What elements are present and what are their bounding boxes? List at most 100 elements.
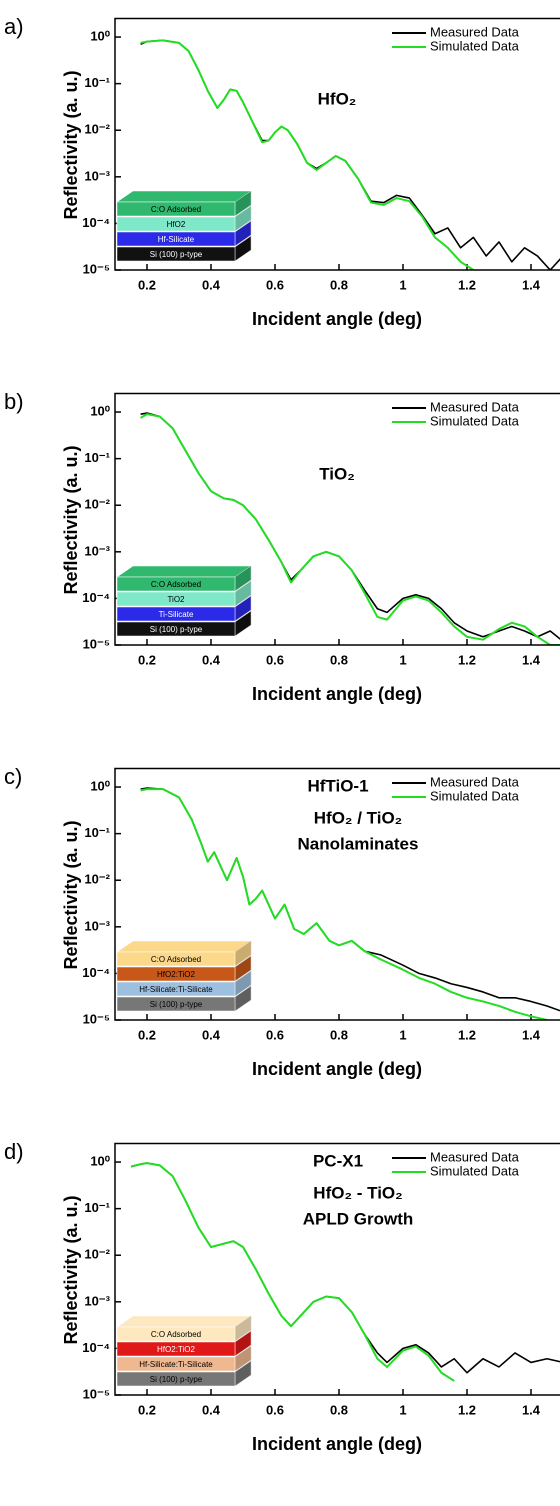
x-tick-label: 0.6 bbox=[266, 277, 284, 292]
panel-label: a) bbox=[4, 14, 24, 39]
layer-front bbox=[116, 951, 236, 967]
x-tick-label: 0.6 bbox=[266, 652, 284, 667]
annotation: TiO₂ bbox=[319, 464, 355, 483]
layer-label: HfO2 bbox=[167, 220, 186, 229]
panel-label: b) bbox=[4, 389, 24, 414]
legend-label: Simulated Data bbox=[430, 413, 520, 428]
y-tick-label: 10⁻¹ bbox=[84, 1200, 110, 1215]
panel-label: c) bbox=[4, 764, 22, 789]
y-tick-label: 10⁻⁵ bbox=[83, 1011, 110, 1026]
legend-label: Simulated Data bbox=[430, 38, 520, 53]
y-tick-label: 10⁻⁵ bbox=[83, 636, 110, 651]
x-tick-label: 1.2 bbox=[458, 1402, 476, 1417]
x-tick-label: 0.8 bbox=[330, 277, 348, 292]
layer-label: Hf-Silicate:Ti-Silicate bbox=[139, 985, 213, 994]
legend-label: Simulated Data bbox=[430, 1163, 520, 1178]
y-tick-label: 10⁰ bbox=[90, 28, 110, 43]
series-line bbox=[130, 1162, 455, 1382]
y-tick-label: 10⁻¹ bbox=[84, 825, 110, 840]
annotation: APLD Growth bbox=[303, 1209, 414, 1228]
annotation: HfTiO-1 bbox=[307, 776, 368, 795]
y-tick-label: 10⁻⁴ bbox=[82, 1340, 110, 1355]
annotation: PC-X1 bbox=[313, 1151, 363, 1170]
plot-area bbox=[140, 787, 560, 1020]
y-tick-label: 10⁻³ bbox=[84, 543, 110, 558]
layer-label: TiO2 bbox=[167, 595, 185, 604]
layer-front bbox=[116, 1371, 236, 1387]
layer-front bbox=[116, 621, 236, 637]
series-line bbox=[140, 413, 560, 645]
layer-label: C:O Adsorbed bbox=[151, 955, 201, 964]
x-tick-label: 0.4 bbox=[202, 652, 221, 667]
x-axis-title: Incident angle (deg) bbox=[252, 1434, 422, 1454]
panel: 10⁰ 10⁻¹ 10⁻² 10⁻³ 10⁻⁴ 10⁻⁵ 0.2 0.4 0.6 0.8 1 1.2 1… bbox=[4, 389, 560, 704]
y-tick-label: 10⁻⁵ bbox=[83, 261, 110, 276]
x-tick-label: 0.2 bbox=[138, 652, 156, 667]
legend-label: Measured Data bbox=[430, 24, 520, 39]
x-tick-label: 1.2 bbox=[458, 1027, 476, 1042]
annotation: HfO₂ / TiO₂ bbox=[314, 808, 402, 827]
plot-frame bbox=[114, 17, 560, 271]
x-tick-label: 1.2 bbox=[458, 652, 476, 667]
y-tick-label: 10⁻² bbox=[84, 872, 110, 887]
layer-front bbox=[116, 606, 236, 622]
x-axis-title: Incident angle (deg) bbox=[252, 1059, 422, 1079]
x-tick-label: 0.4 bbox=[202, 277, 221, 292]
x-tick-label: 1.4 bbox=[522, 277, 541, 292]
legend-label: Measured Data bbox=[430, 1149, 520, 1164]
y-axis-title: Reflectivity (a. u.) bbox=[61, 1195, 81, 1344]
series-line bbox=[140, 39, 474, 270]
series-line bbox=[140, 788, 548, 1020]
x-tick-label: 1.2 bbox=[458, 277, 476, 292]
x-tick-label: 0.2 bbox=[138, 1027, 156, 1042]
layer-label: Hf-Silicate:Ti-Silicate bbox=[139, 1360, 213, 1369]
layer-label: C:O Adsorbed bbox=[151, 580, 201, 589]
y-axis-title: Reflectivity (a. u.) bbox=[61, 445, 81, 594]
layer-label: Si (100) p-type bbox=[150, 625, 203, 634]
y-tick-label: 10⁰ bbox=[90, 1153, 110, 1168]
layer-top bbox=[116, 940, 252, 953]
legend-label: Simulated Data bbox=[430, 788, 520, 803]
x-tick-label: 0.8 bbox=[330, 1402, 348, 1417]
layer-front bbox=[116, 981, 236, 997]
layer-label: Ti-Silicate bbox=[159, 610, 194, 619]
panel-label: d) bbox=[4, 1139, 24, 1164]
layer-front bbox=[116, 591, 236, 607]
plot-area bbox=[130, 1162, 560, 1382]
panel: 10⁰ 10⁻¹ 10⁻² 10⁻³ 10⁻⁴ 10⁻⁵ 0.2 0.4 0.6 0.8 1 1.2 1… bbox=[4, 764, 560, 1079]
x-tick-label: 0.8 bbox=[330, 1027, 348, 1042]
y-tick-label: 10⁻¹ bbox=[84, 450, 110, 465]
y-tick-label: 10⁻³ bbox=[84, 1293, 110, 1308]
x-tick-label: 1 bbox=[399, 1402, 406, 1417]
layer-top bbox=[116, 565, 252, 578]
y-tick-label: 10⁻⁴ bbox=[82, 965, 110, 980]
layer-top bbox=[116, 190, 252, 203]
x-tick-label: 0.6 bbox=[266, 1402, 284, 1417]
x-tick-label: 1.4 bbox=[522, 1402, 541, 1417]
y-tick-label: 10⁻¹ bbox=[84, 75, 110, 90]
x-tick-label: 1.4 bbox=[522, 652, 541, 667]
y-tick-label: 10⁰ bbox=[90, 778, 110, 793]
x-tick-label: 1 bbox=[399, 277, 406, 292]
annotation: HfO₂ - TiO₂ bbox=[313, 1183, 402, 1202]
layer-front bbox=[116, 1326, 236, 1342]
layer-front bbox=[116, 201, 236, 217]
annotation: Nanolaminates bbox=[298, 834, 419, 853]
layer-label: Hf-Silicate bbox=[158, 235, 195, 244]
layer-label: HfO2:TiO2 bbox=[157, 1345, 195, 1354]
x-tick-label: 0.2 bbox=[138, 1402, 156, 1417]
y-axis-title: Reflectivity (a. u.) bbox=[61, 70, 81, 219]
y-tick-label: 10⁻³ bbox=[84, 918, 110, 933]
layer-label: HfO2:TiO2 bbox=[157, 970, 195, 979]
x-axis-title: Incident angle (deg) bbox=[252, 309, 422, 329]
y-tick-label: 10⁻² bbox=[84, 497, 110, 512]
legend-label: Measured Data bbox=[430, 399, 520, 414]
x-tick-label: 0.8 bbox=[330, 652, 348, 667]
x-tick-label: 1.4 bbox=[522, 1027, 541, 1042]
layer-label: C:O Adsorbed bbox=[151, 1330, 201, 1339]
plot-frame bbox=[114, 392, 560, 646]
x-tick-label: 0.6 bbox=[266, 1027, 284, 1042]
y-tick-label: 10⁻⁴ bbox=[82, 590, 110, 605]
layer-label: Si (100) p-type bbox=[150, 1375, 203, 1384]
y-tick-label: 10⁻⁴ bbox=[82, 215, 110, 230]
